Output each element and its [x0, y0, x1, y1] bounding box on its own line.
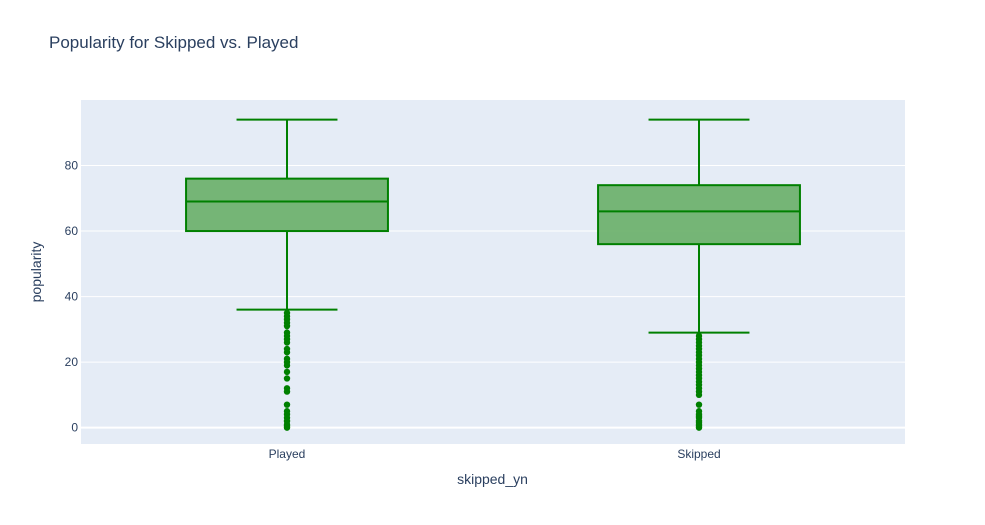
y-axis-label: popularity	[28, 241, 44, 303]
outlier-point	[283, 401, 291, 408]
outlier-point	[283, 309, 291, 317]
y-tick-label: 80	[65, 159, 79, 173]
outlier-point	[283, 329, 291, 336]
outlier-point	[283, 355, 291, 363]
y-tick-label: 60	[65, 224, 79, 238]
x-axis-label: skipped_yn	[457, 471, 528, 487]
y-tick-label: 40	[65, 290, 79, 304]
chart-title: Popularity for Skipped vs. Played	[49, 33, 299, 52]
outlier-point	[283, 345, 291, 353]
outlier-point	[695, 332, 703, 340]
plot-background	[81, 100, 905, 444]
outlier-point	[283, 375, 291, 382]
outlier-point	[695, 408, 703, 415]
outlier-point	[283, 385, 291, 392]
box-iqr	[185, 177, 389, 233]
y-tick-label: 0	[71, 421, 78, 435]
x-tick-label: Played	[269, 447, 306, 461]
box-iqr	[597, 184, 801, 246]
outlier-point	[695, 401, 703, 408]
outlier-point	[283, 408, 291, 415]
outlier-point	[283, 368, 291, 376]
y-tick-label: 20	[65, 355, 79, 369]
x-tick-label: Skipped	[677, 447, 720, 461]
